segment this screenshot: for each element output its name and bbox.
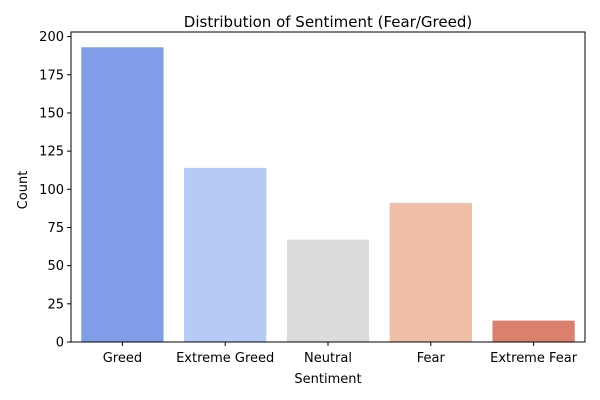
bar-neutral xyxy=(286,239,370,342)
y-tick-label: 75 xyxy=(47,221,64,236)
y-tick-label: 150 xyxy=(39,106,64,121)
y-tick-label: 200 xyxy=(39,30,64,45)
chart-title: Distribution of Sentiment (Fear/Greed) xyxy=(184,13,472,31)
bars-layer xyxy=(81,47,575,342)
x-ticks: Greed Extreme Greed Neutral Fear Extreme Fea… xyxy=(103,342,578,366)
x-tick-label: Greed xyxy=(103,351,142,366)
x-tick-label: Fear xyxy=(417,351,446,366)
y-tick-label: 125 xyxy=(39,145,64,160)
x-tick-label: Neutral xyxy=(304,351,352,366)
y-tick-label: 100 xyxy=(39,183,64,198)
y-tick-label: 50 xyxy=(47,259,64,274)
y-tick-label: 0 xyxy=(56,336,64,351)
y-ticks: 0 25 50 75 100 125 150 175 200 xyxy=(39,30,71,351)
bar-greed xyxy=(81,47,164,342)
x-tick-label: Extreme Greed xyxy=(176,351,274,366)
bar-extreme-fear xyxy=(492,320,575,342)
bar-fear xyxy=(389,203,472,342)
x-tick-label: Extreme Fear xyxy=(490,351,578,366)
y-tick-label: 25 xyxy=(47,297,64,312)
bar-extreme-greed xyxy=(184,167,267,342)
y-tick-label: 175 xyxy=(39,68,64,83)
x-axis-title: Sentiment xyxy=(294,372,361,387)
y-axis-title: Count xyxy=(16,171,31,210)
